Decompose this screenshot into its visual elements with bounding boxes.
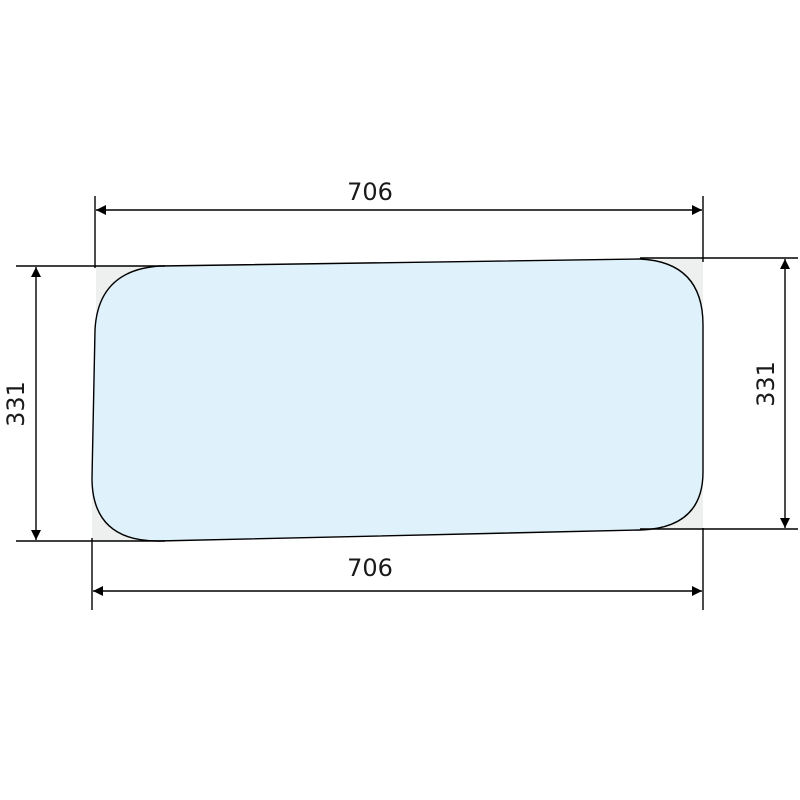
dim-label-left-height: 331 [2, 381, 30, 427]
glass-panel-shape [91, 258, 704, 542]
dim-label-bottom-width: 706 [347, 554, 393, 582]
corner-top-right [640, 258, 703, 320]
dim-label-top-width: 706 [347, 178, 393, 206]
corner-top-left [96, 266, 160, 318]
dim-label-right-height: 331 [752, 361, 780, 407]
dimension-lines [31, 205, 790, 596]
extension-lines [16, 196, 798, 610]
